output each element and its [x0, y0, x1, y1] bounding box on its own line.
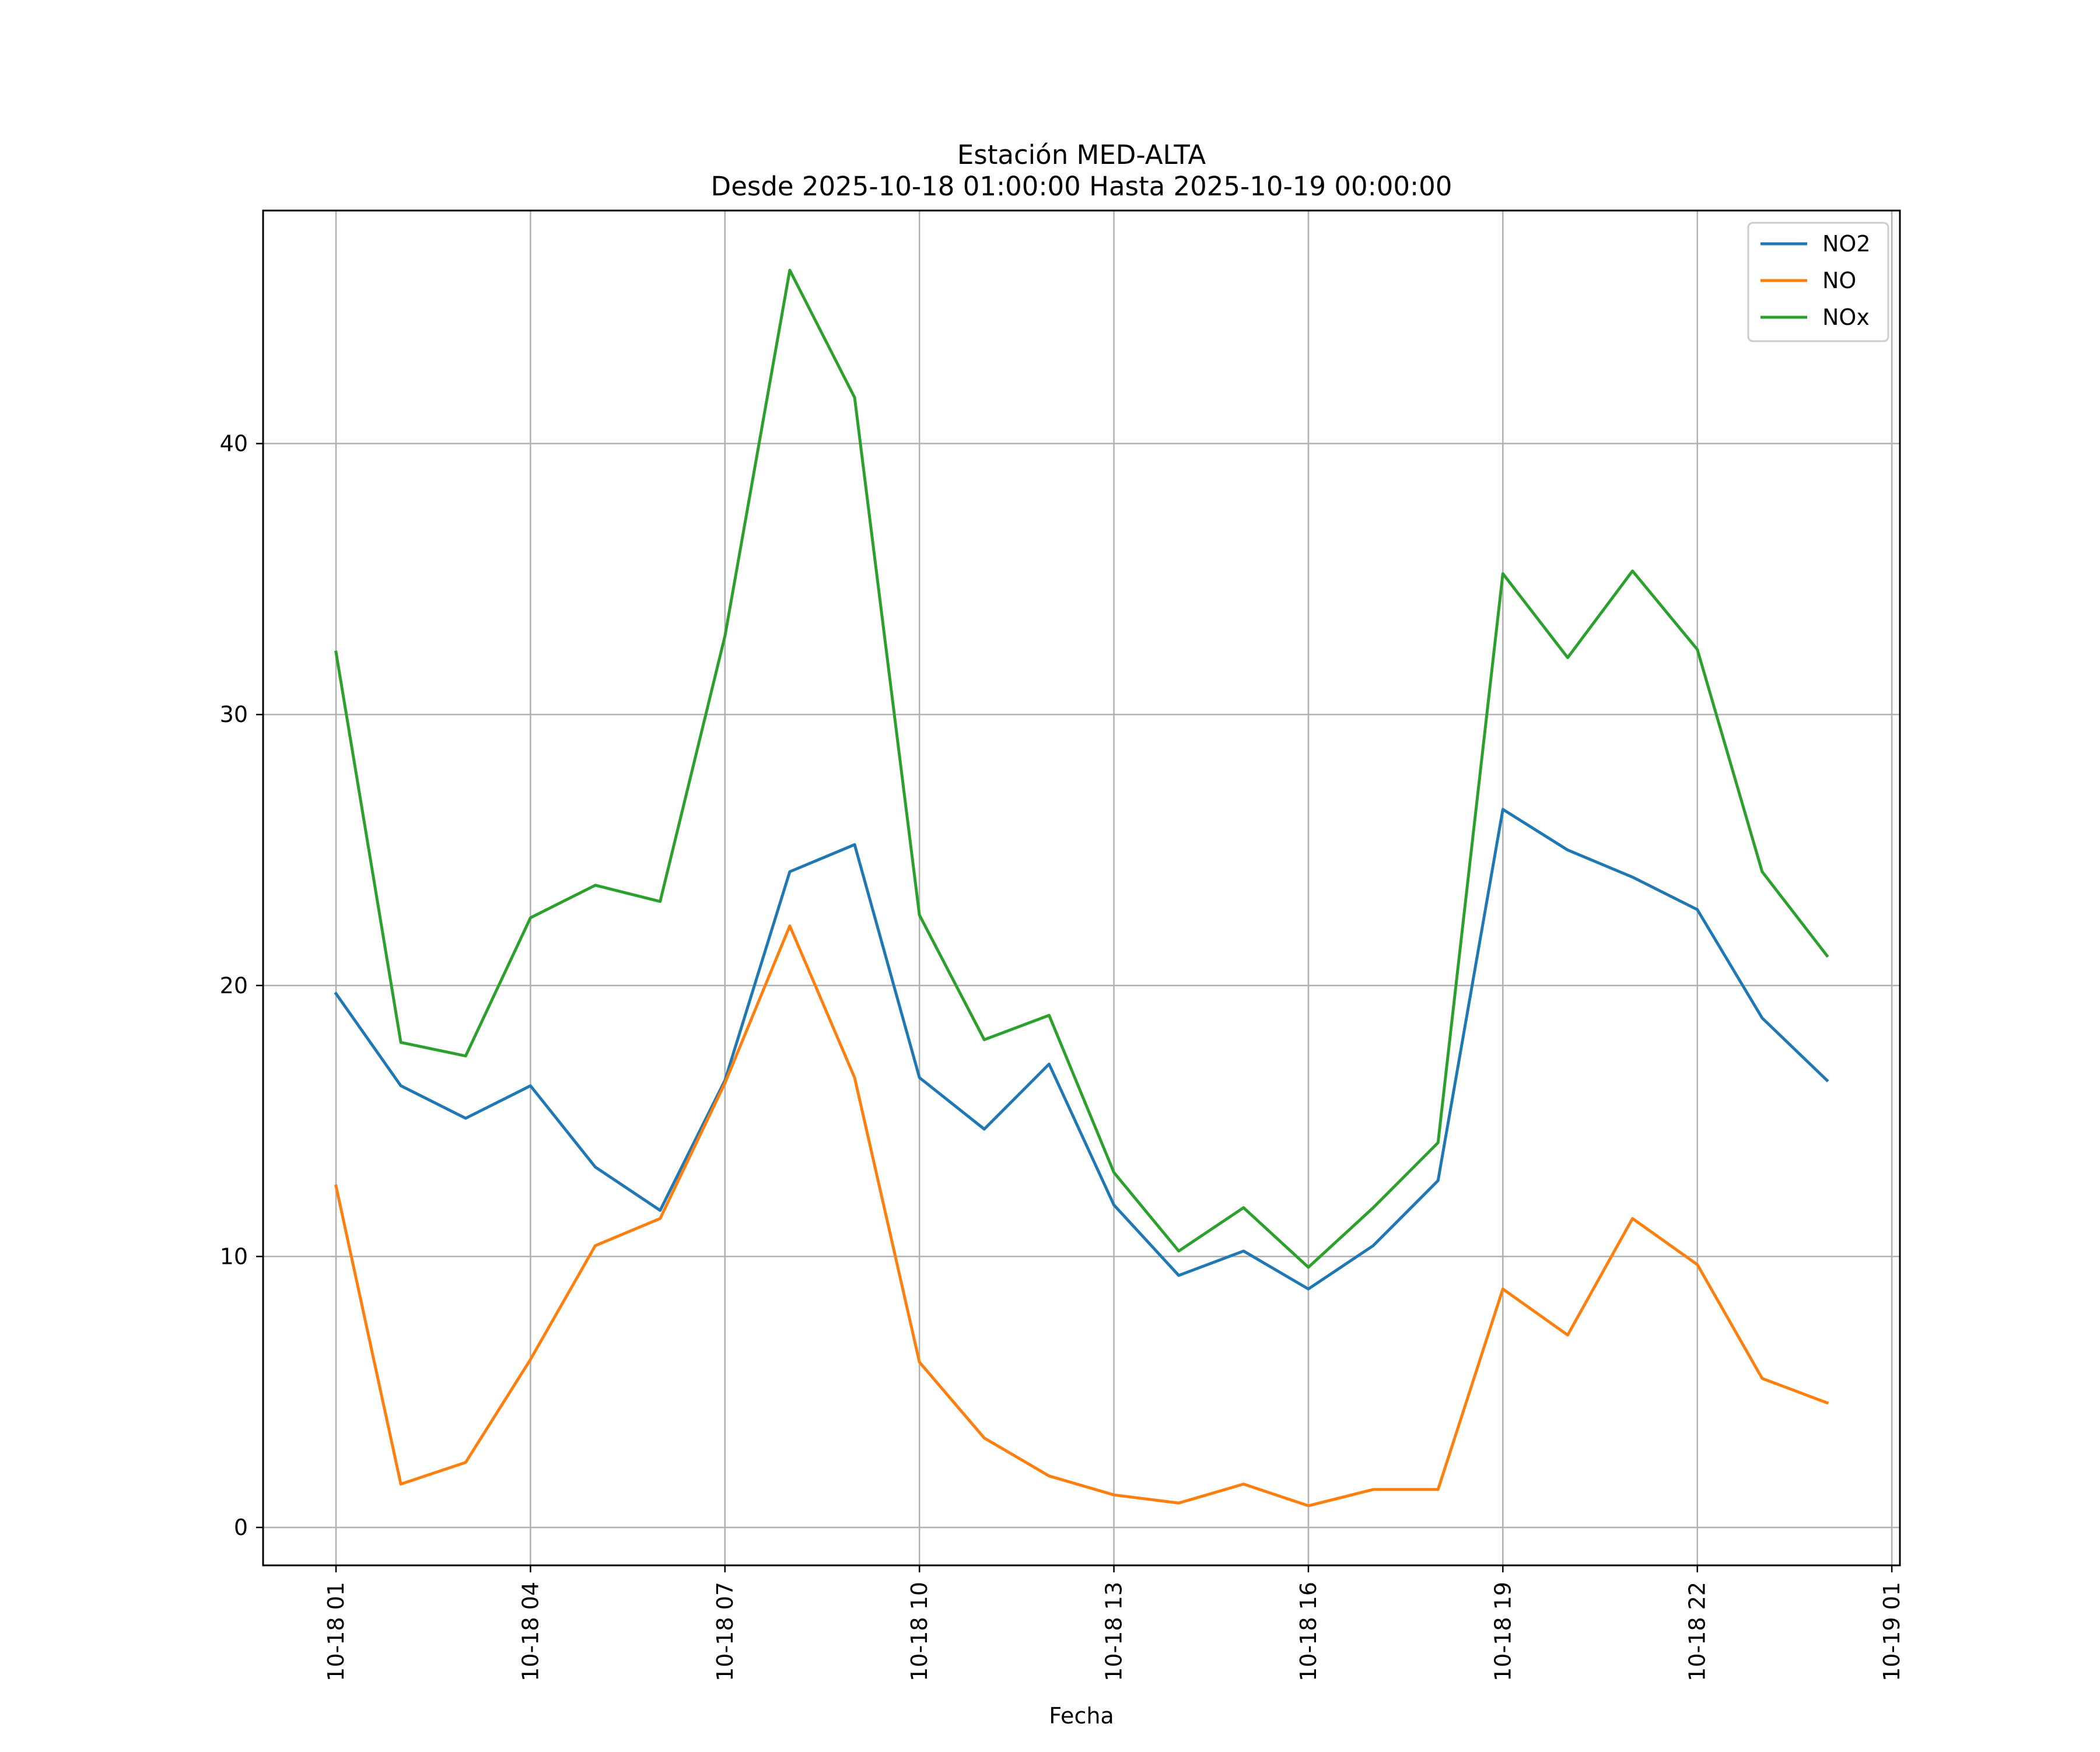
x-tick-label: 10-18 13	[1101, 1582, 1127, 1681]
x-tick-label: 10-18 19	[1490, 1582, 1516, 1681]
chart-subtitle: Desde 2025-10-18 01:00:00 Hasta 2025-10-…	[711, 171, 1452, 202]
legend-box	[1747, 222, 1889, 342]
x-tick-label: 10-18 01	[323, 1582, 349, 1681]
chart-title: Estación MED-ALTA	[957, 139, 1206, 170]
series-layer	[334, 268, 1829, 1508]
x-tick-label: 10-18 04	[517, 1582, 543, 1681]
y-tick-label: 30	[220, 702, 248, 727]
x-axis-label: Fecha	[1049, 1703, 1114, 1729]
axis-ticks: 0 10 20 30 40 10-18 01 10-18 04 10-18 07 10-18 1…	[220, 431, 1905, 1681]
x-tick-label: 10-18 10	[907, 1582, 932, 1681]
y-tick-label: 10	[220, 1243, 248, 1269]
x-tick-label: 10-18 16	[1296, 1582, 1321, 1681]
legend-label-no2: NO2	[1822, 231, 1871, 257]
legend-label-no: NO	[1822, 268, 1856, 293]
x-tick-label: 10-19 01	[1879, 1582, 1905, 1681]
y-tick-label: 20	[220, 973, 248, 998]
grid	[263, 211, 1900, 1565]
series-line-no	[334, 924, 1829, 1508]
y-tick-label: 0	[234, 1515, 248, 1540]
plot-frame	[262, 209, 1901, 1567]
legend: NO2 NO NOx	[1747, 222, 1889, 342]
y-tick-label: 40	[220, 431, 248, 457]
legend-label-nox: NOx	[1822, 304, 1870, 330]
x-tick-label: 10-18 22	[1685, 1582, 1710, 1681]
series-line-no2	[334, 808, 1829, 1291]
series-line-nox	[334, 268, 1829, 1269]
x-tick-label: 10-18 07	[712, 1582, 738, 1681]
